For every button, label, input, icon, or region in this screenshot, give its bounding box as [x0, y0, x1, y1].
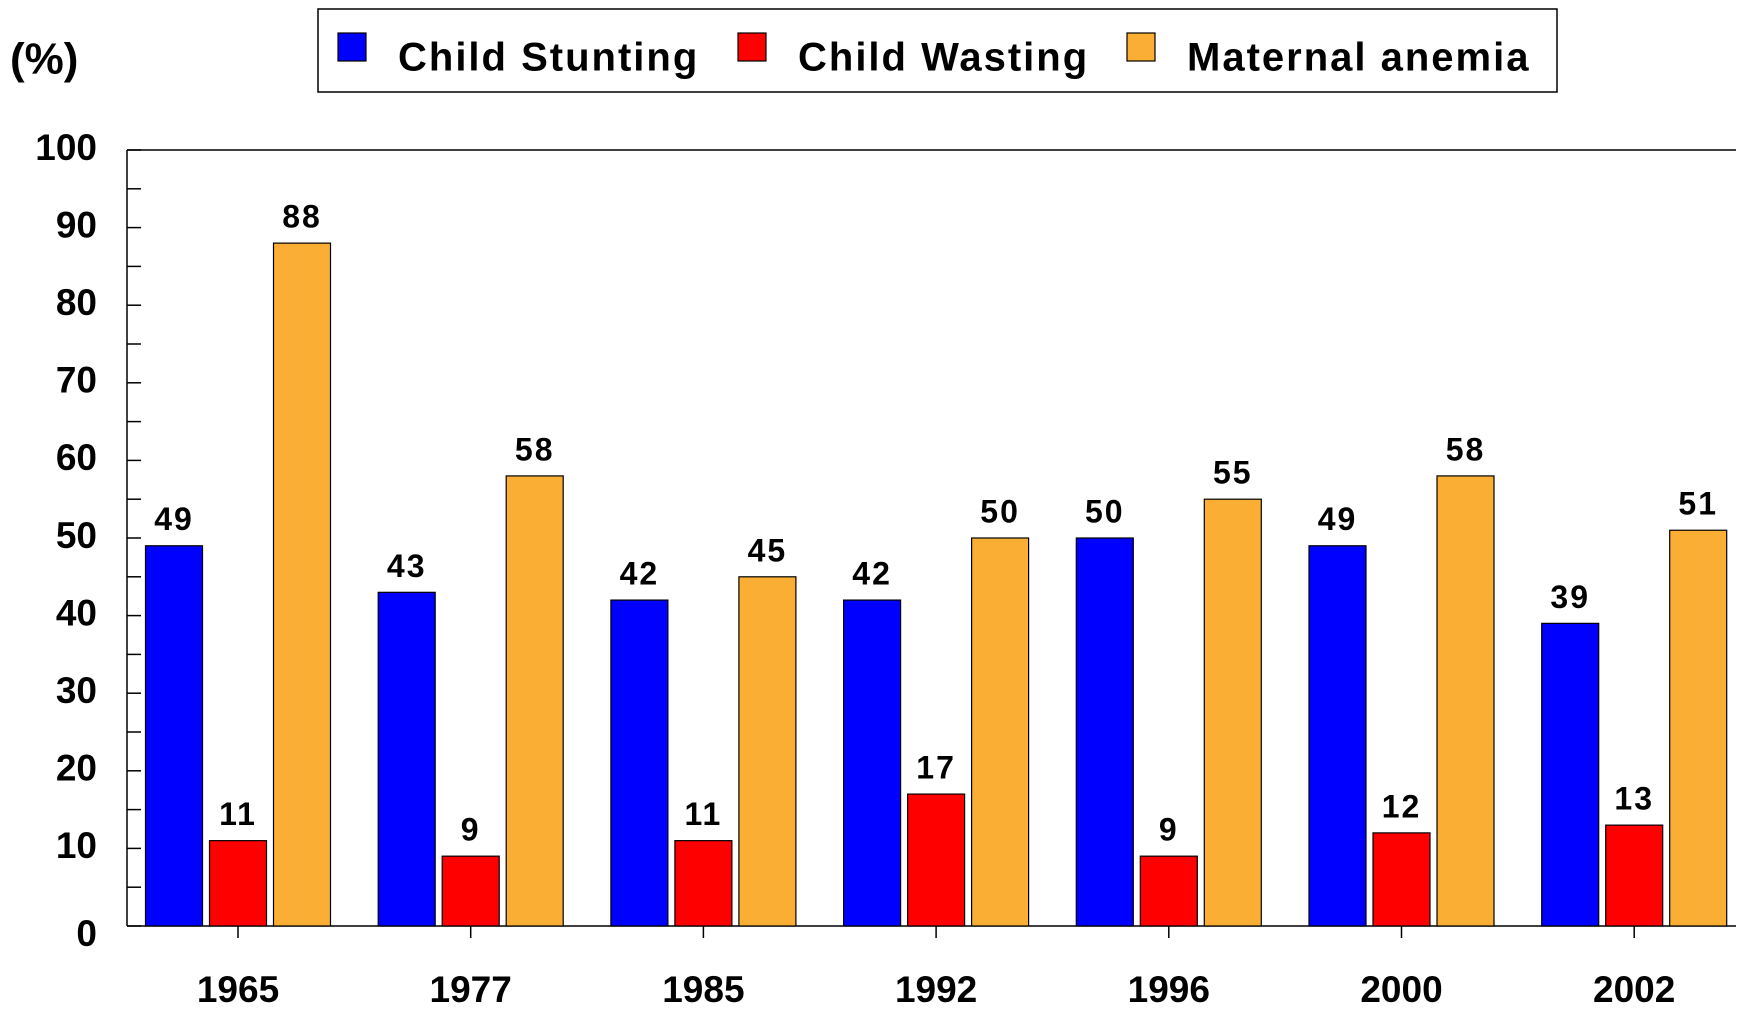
x-tick-label: 1992	[895, 969, 977, 1010]
data-label: 45	[748, 532, 788, 568]
bar	[1541, 622, 1600, 927]
x-tick-label: 1977	[430, 969, 512, 1010]
y-tick-label: 100	[35, 127, 97, 168]
data-label: 51	[1678, 486, 1718, 522]
bar	[505, 475, 564, 927]
bar	[1605, 824, 1664, 927]
y-tick-label: 40	[56, 592, 97, 633]
bar	[1139, 855, 1198, 927]
data-label: 11	[219, 796, 257, 832]
y-tick-label: 50	[56, 515, 97, 556]
bar	[970, 537, 1030, 927]
x-tick-label: 1996	[1128, 969, 1210, 1010]
data-label: 50	[1085, 493, 1125, 529]
y-tick-label: 30	[56, 670, 97, 711]
legend-box	[317, 8, 1558, 93]
x-tick-label: 2002	[1593, 969, 1675, 1010]
bar	[1669, 529, 1728, 927]
data-label: 12	[1382, 788, 1422, 824]
x-tick-label: 1985	[662, 969, 744, 1010]
bar	[842, 599, 902, 927]
bar	[906, 793, 966, 927]
y-tick-label: 90	[56, 204, 97, 245]
bar	[1203, 498, 1262, 927]
data-label: 50	[980, 493, 1020, 529]
bar	[1436, 475, 1495, 927]
y-tick-label: 20	[56, 748, 97, 789]
y-tick-label: 0	[76, 913, 97, 954]
y-axis-label: (%)	[10, 35, 78, 84]
bar	[144, 545, 204, 927]
legend-swatch	[1126, 32, 1156, 62]
data-label: 58	[1446, 431, 1486, 467]
legend-swatch	[737, 32, 767, 62]
data-label: 17	[916, 750, 956, 786]
legend-swatch	[337, 32, 367, 62]
bar	[441, 855, 500, 927]
data-label: 9	[461, 812, 481, 848]
y-tick-label: 10	[56, 825, 97, 866]
bar	[1372, 832, 1431, 927]
data-label: 42	[620, 556, 660, 592]
x-tick-label: 2000	[1360, 969, 1442, 1010]
plot-area: 0 10 20 30 40 50 60 70 80 90 100 1965 49 11 88 1977 43 9 5…	[35, 127, 1736, 1010]
y-tick-label: 60	[56, 437, 97, 478]
bar	[1075, 537, 1134, 927]
legend-label: Child Wasting	[798, 36, 1089, 80]
data-label: 13	[1614, 781, 1654, 817]
data-label: 88	[282, 199, 322, 235]
y-tick-label: 70	[56, 360, 97, 401]
data-label: 9	[1159, 812, 1179, 848]
bar	[610, 599, 669, 927]
bar	[1308, 545, 1367, 927]
legend-label: Maternal anemia	[1187, 36, 1530, 80]
bar	[272, 242, 332, 927]
y-tick-label: 80	[56, 282, 97, 323]
data-label: 49	[154, 501, 194, 537]
x-tick-label: 1965	[197, 969, 279, 1010]
data-label: 58	[515, 431, 555, 467]
legend: Child Stunting Child Wasting Maternal anem…	[337, 32, 1530, 80]
legend-label: Child Stunting	[398, 36, 699, 80]
data-label: 39	[1550, 579, 1590, 615]
data-label: 11	[684, 796, 722, 832]
data-label: 43	[387, 548, 427, 584]
bar	[208, 840, 268, 927]
data-label: 42	[852, 556, 892, 592]
bar	[738, 576, 797, 927]
data-label: 49	[1318, 501, 1358, 537]
data-label: 55	[1213, 455, 1253, 491]
bar	[674, 840, 733, 927]
bar	[377, 591, 436, 927]
